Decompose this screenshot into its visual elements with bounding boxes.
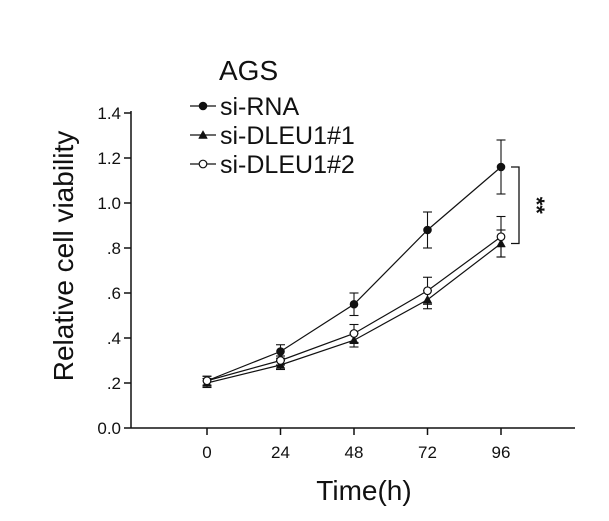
legend-label: si-DLEU1#2	[220, 151, 355, 179]
legend-marker	[198, 130, 208, 139]
x-tick-label: 48	[345, 443, 364, 462]
data-point	[276, 356, 285, 365]
legend-item: si-DLEU1#1	[190, 122, 355, 150]
legend-marker	[198, 159, 208, 169]
y-tick-label: 1.2	[97, 149, 121, 168]
y-tick-label: .6	[107, 284, 121, 303]
data-point	[349, 329, 359, 338]
legend-item: si-DLEU1#2	[190, 151, 355, 179]
significance-bracket	[511, 166, 520, 245]
x-tick-label: 0	[202, 443, 211, 462]
y-tick-label: .2	[107, 374, 121, 393]
data-point	[202, 376, 212, 386]
data-point	[349, 299, 359, 309]
plot-area	[202, 139, 506, 389]
axes: 0.0 .2 .4 .6 .8 1.0 1.2 1.4 0 24 48 72 96	[97, 104, 575, 462]
y-tick-label: 1.0	[97, 194, 121, 213]
legend-marker	[198, 101, 208, 111]
x-tick-label: 72	[418, 443, 437, 462]
y-tick-label: .8	[107, 239, 121, 258]
significance-stars: **	[524, 197, 549, 215]
y-axis-label: Relative cell viability	[48, 131, 79, 382]
data-point	[276, 347, 285, 356]
x-axis-label: Time(h)	[316, 475, 411, 506]
series-line	[206, 166, 502, 382]
significance-annotation: **	[511, 166, 549, 245]
series-si-DLEU1#2	[202, 215, 506, 386]
x-tick-label: 24	[271, 443, 290, 462]
legend-item: si-RNA	[190, 93, 299, 121]
x-tick-label: 96	[492, 443, 511, 462]
y-tick-label: 0.0	[97, 419, 121, 438]
legend-label: si-RNA	[220, 93, 299, 121]
data-point	[423, 286, 432, 296]
chart-title: AGS	[219, 55, 278, 86]
y-tick-label: 1.4	[97, 104, 121, 123]
legend-label: si-DLEU1#1	[220, 122, 355, 150]
data-point	[496, 162, 506, 172]
data-point	[496, 232, 506, 242]
y-tick-label: .4	[107, 329, 121, 348]
data-point	[423, 225, 432, 235]
